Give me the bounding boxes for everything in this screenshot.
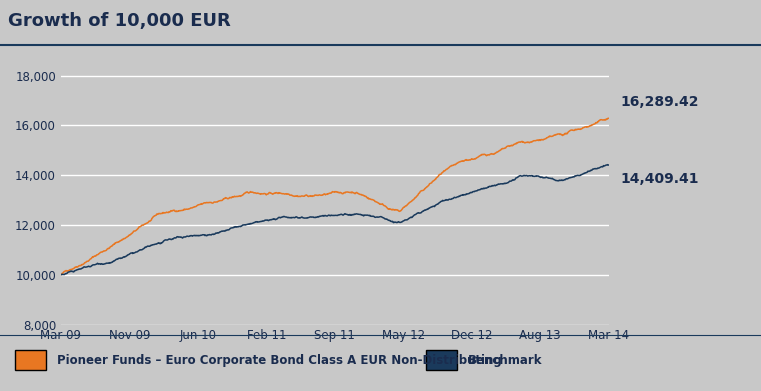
- Text: 16,289.42: 16,289.42: [620, 95, 699, 109]
- Text: Pioneer Funds – Euro Corporate Bond Class A EUR Non-Distributing: Pioneer Funds – Euro Corporate Bond Clas…: [57, 354, 501, 367]
- Text: 14,409.41: 14,409.41: [620, 172, 699, 186]
- Text: Benchmark: Benchmark: [468, 354, 543, 367]
- FancyBboxPatch shape: [426, 350, 457, 371]
- Text: Growth of 10,000 EUR: Growth of 10,000 EUR: [8, 12, 231, 30]
- FancyBboxPatch shape: [15, 350, 46, 371]
